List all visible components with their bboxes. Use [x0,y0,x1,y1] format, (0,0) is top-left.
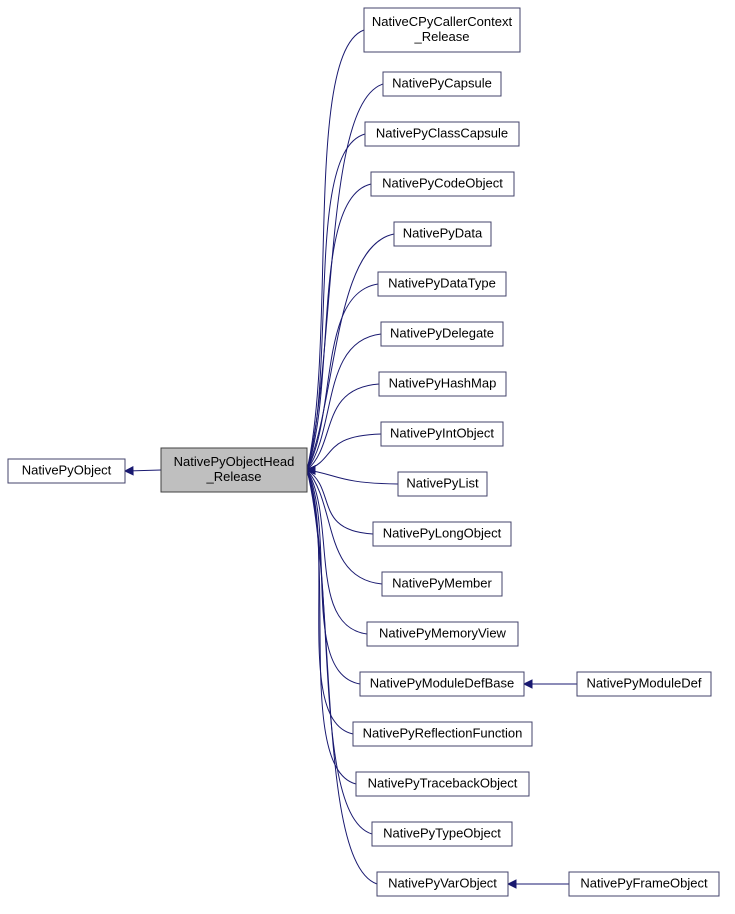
inheritance-diagram: NativePyObjectNativePyObjectHead_Release… [0,0,735,914]
node-label: NativePyCapsule [392,75,492,90]
node-label: NativePyIntObject [390,425,494,440]
node-NativeCPyCallerContext_Release[interactable]: NativeCPyCallerContext_Release [364,8,520,52]
node-NativePyData[interactable]: NativePyData [394,222,491,246]
node-label: NativePyList [406,475,479,490]
edge-NativePyModuleDef-to-NativePyModuleDefBase [524,680,577,688]
node-label: NativePyVarObject [388,875,497,890]
node-label: NativePyMember [392,575,492,590]
nodes-layer: NativePyObjectNativePyObjectHead_Release… [8,8,719,896]
node-label: NativePyDataType [388,275,496,290]
node-label: NativePyObjectHead [174,454,295,469]
edge-NativePyList-to-NativePyObjectHead_Release [307,466,398,484]
node-label: NativePyModuleDefBase [370,675,515,690]
node-NativePyModuleDef[interactable]: NativePyModuleDef [577,672,711,696]
node-NativePyObject[interactable]: NativePyObject [8,459,125,483]
node-label: NativePyFrameObject [580,875,708,890]
node-label: NativePyHashMap [389,375,497,390]
node-label: NativePyDelegate [390,325,494,340]
node-label: NativePyTracebackObject [368,775,518,790]
node-NativePyModuleDefBase[interactable]: NativePyModuleDefBase [360,672,524,696]
node-NativePyMemoryView[interactable]: NativePyMemoryView [367,622,518,646]
node-NativePyCodeObject[interactable]: NativePyCodeObject [371,172,514,196]
node-NativePyTypeObject[interactable]: NativePyTypeObject [372,822,512,846]
edge-NativePyMember-to-NativePyObjectHead_Release [307,466,382,584]
node-NativePyCapsule[interactable]: NativePyCapsule [383,72,501,96]
node-NativePyFrameObject[interactable]: NativePyFrameObject [569,872,719,896]
node-label: NativePyClassCapsule [376,125,508,140]
node-NativePyMember[interactable]: NativePyMember [382,572,502,596]
node-label: NativePyObject [22,462,112,477]
node-NativePyTracebackObject[interactable]: NativePyTracebackObject [356,772,529,796]
node-label: _Release [414,29,470,44]
edge-NativeCPyCallerContext_Release-to-NativePyObjectHead_Release [307,30,364,474]
node-NativePyDataType[interactable]: NativePyDataType [378,272,506,296]
node-NativePyIntObject[interactable]: NativePyIntObject [381,422,503,446]
node-NativePyObjectHead_Release[interactable]: NativePyObjectHead_Release [161,448,307,492]
node-label: NativeCPyCallerContext [372,14,513,29]
node-label: NativePyReflectionFunction [363,725,523,740]
node-NativePyVarObject[interactable]: NativePyVarObject [377,872,508,896]
node-label: _Release [206,469,262,484]
node-NativePyClassCapsule[interactable]: NativePyClassCapsule [365,122,519,146]
node-label: NativePyCodeObject [382,175,503,190]
node-NativePyHashMap[interactable]: NativePyHashMap [379,372,506,396]
node-label: NativePyTypeObject [383,825,501,840]
node-label: NativePyData [403,225,483,240]
node-label: NativePyMemoryView [379,625,507,640]
edge-NativePyObjectHead_Release-to-NativePyObject [125,467,161,475]
node-label: NativePyModuleDef [587,675,702,690]
node-NativePyLongObject[interactable]: NativePyLongObject [373,522,511,546]
node-NativePyReflectionFunction[interactable]: NativePyReflectionFunction [353,722,532,746]
edge-NativePyMemoryView-to-NativePyObjectHead_Release [307,466,367,634]
edge-NativePyClassCapsule-to-NativePyObjectHead_Release [307,134,365,474]
edge-NativePyFrameObject-to-NativePyVarObject [508,880,569,888]
node-NativePyList[interactable]: NativePyList [398,472,487,496]
node-label: NativePyLongObject [383,525,502,540]
node-NativePyDelegate[interactable]: NativePyDelegate [381,322,503,346]
edge-NativePyHashMap-to-NativePyObjectHead_Release [307,384,379,474]
edge-NativePyDataType-to-NativePyObjectHead_Release [307,284,378,474]
edge-NativePyModuleDefBase-to-NativePyObjectHead_Release [307,466,360,684]
